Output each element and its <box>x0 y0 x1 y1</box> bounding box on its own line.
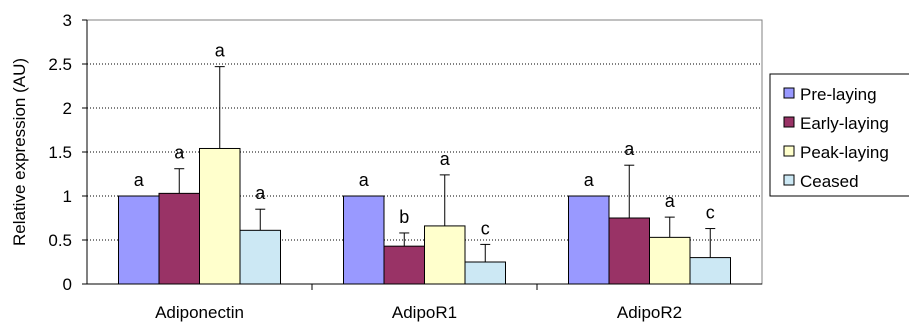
bar <box>118 195 160 285</box>
bar <box>608 217 650 285</box>
y-tick-label: 3 <box>63 11 72 30</box>
legend-label: Early-laying <box>800 114 889 133</box>
significance-letter: c <box>481 218 490 238</box>
legend: Pre-laying Early-laying Peak-laying Ceased <box>769 73 909 197</box>
bar <box>424 225 466 285</box>
legend-label: Ceased <box>800 172 859 191</box>
bars: a a a a a b a c a a a c <box>118 41 731 285</box>
y-tick-label: 1.5 <box>48 143 72 162</box>
legend-label: Peak-laying <box>800 143 889 162</box>
significance-letter: c <box>706 203 715 223</box>
legend-swatch <box>783 87 795 99</box>
y-axis-label: Relative expression (AU) <box>10 58 29 246</box>
significance-letter: b <box>399 207 409 227</box>
y-tick-label: 1 <box>63 187 72 206</box>
bar <box>689 257 731 285</box>
significance-letter: a <box>174 143 185 163</box>
bar <box>343 195 385 285</box>
significance-letter: a <box>215 41 226 61</box>
significance-letter: a <box>359 170 370 190</box>
bar <box>199 147 241 285</box>
y-tick-label: 0 <box>63 275 72 294</box>
bar <box>649 236 691 285</box>
x-tick-label: AdipoR2 <box>617 303 682 322</box>
legend-swatch <box>783 174 795 186</box>
y-tick-label: 0.5 <box>48 231 72 250</box>
x-tick-label: AdipoR1 <box>392 303 457 322</box>
bar <box>568 195 610 285</box>
y-tick-label: 2 <box>63 99 72 118</box>
y-tick-label: 2.5 <box>48 55 72 74</box>
bar <box>464 261 506 285</box>
legend-swatch <box>783 145 795 157</box>
significance-letter: a <box>134 170 145 190</box>
x-tick-label: Adiponectin <box>155 303 244 322</box>
significance-letter: a <box>584 170 595 190</box>
legend-box <box>769 73 909 197</box>
significance-letter: a <box>440 149 451 169</box>
bar <box>158 192 200 285</box>
bar <box>383 245 425 285</box>
axes: 0 0.5 1 1.5 2 2.5 3 Adiponectin AdipoR1 AdipoR2 <box>48 11 762 322</box>
significance-letter: a <box>665 191 676 211</box>
legend-label: Pre-laying <box>800 85 877 104</box>
bar <box>239 229 281 285</box>
significance-letter: a <box>624 139 635 159</box>
legend-swatch <box>783 116 795 128</box>
significance-letter: a <box>255 183 266 203</box>
